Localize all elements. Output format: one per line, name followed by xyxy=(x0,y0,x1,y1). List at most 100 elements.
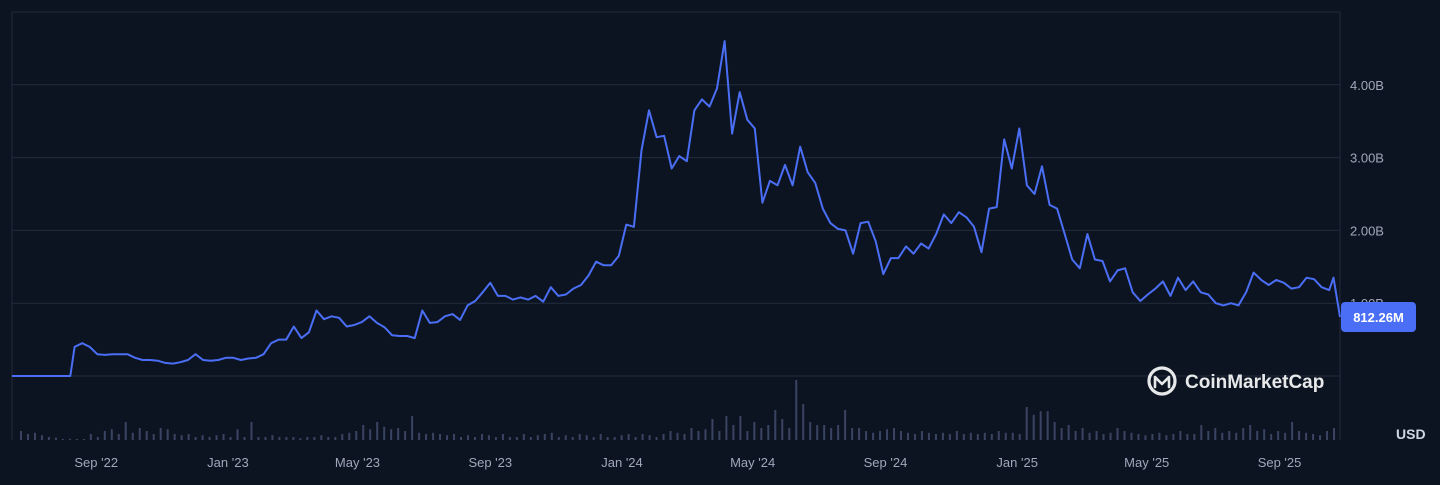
volume-bar xyxy=(830,428,833,440)
volume-bar xyxy=(1221,432,1224,440)
volume-bar xyxy=(341,434,344,440)
volume-bar xyxy=(983,432,986,440)
volume-bar xyxy=(879,431,882,440)
volume-bar xyxy=(362,425,365,440)
volume-bar xyxy=(634,437,637,440)
volume-bar xyxy=(906,432,909,440)
volume-bar xyxy=(900,431,902,440)
volume-bar xyxy=(404,431,407,440)
volume-bar xyxy=(1326,431,1329,440)
volume-bar xyxy=(1333,428,1336,440)
volume-bar xyxy=(599,434,602,440)
volume-bar xyxy=(1158,432,1161,440)
volume-bar xyxy=(278,437,281,440)
volume-bar xyxy=(47,437,50,440)
x-tick-label: Sep '22 xyxy=(74,455,118,470)
volume-bar xyxy=(257,437,260,440)
volume-bar xyxy=(613,437,616,440)
volume-bar xyxy=(1214,428,1217,440)
volume-bar xyxy=(809,422,812,440)
volume-bar xyxy=(1312,434,1315,440)
volume-bar xyxy=(1235,432,1238,440)
volume-bar xyxy=(767,425,770,440)
series-line xyxy=(12,40,1341,377)
volume-bar xyxy=(355,431,358,440)
volume-bar xyxy=(89,434,92,440)
volume-bar xyxy=(606,437,609,440)
volume-bar xyxy=(313,437,316,440)
volume-bar xyxy=(941,432,944,440)
volume-bar xyxy=(390,429,393,440)
volume-bar xyxy=(271,435,274,440)
volume-bar xyxy=(543,434,546,440)
volume-bar xyxy=(802,404,805,440)
volume-bar xyxy=(418,432,421,440)
volume-bar xyxy=(348,432,351,440)
volume-bar xyxy=(20,431,22,440)
volume-bar xyxy=(795,380,798,440)
volume-bar xyxy=(460,437,462,440)
volume-bar xyxy=(327,437,330,440)
volume-bar xyxy=(96,437,99,440)
volume-bar xyxy=(131,432,134,440)
x-tick-label: Jan '23 xyxy=(207,455,249,470)
volume-bar xyxy=(1018,434,1021,440)
volume-bar xyxy=(774,410,777,440)
volume-bar xyxy=(285,437,288,440)
volume-bar xyxy=(515,437,518,440)
volume-bar xyxy=(1109,432,1112,440)
volume-bar xyxy=(480,434,483,440)
volume-bar xyxy=(1102,434,1105,440)
volume-bars xyxy=(20,380,1336,440)
volume-bar xyxy=(75,439,78,440)
x-tick-label: May '23 xyxy=(335,455,380,470)
volume-bar xyxy=(152,434,155,440)
volume-bar xyxy=(1032,414,1035,440)
volume-bar xyxy=(166,429,169,440)
volume-bar xyxy=(299,438,302,440)
volume-bar xyxy=(955,431,958,440)
volume-bar xyxy=(711,419,714,440)
volume-bar xyxy=(473,437,476,440)
volume-bar xyxy=(557,437,560,440)
volume-bar xyxy=(969,432,972,440)
volume-bar xyxy=(194,437,197,440)
volume-bar xyxy=(1004,432,1007,440)
volume-bar xyxy=(334,437,337,440)
volume-bar xyxy=(585,435,588,440)
volume-bar xyxy=(781,419,784,440)
volume-bar xyxy=(725,416,728,440)
volume-bar xyxy=(550,432,553,440)
volume-bar xyxy=(1025,407,1028,440)
x-tick-label: Jan '25 xyxy=(996,455,1038,470)
volume-bar xyxy=(976,434,979,440)
volume-bar xyxy=(425,434,428,440)
volume-bar xyxy=(1053,422,1056,440)
volume-bar xyxy=(292,437,295,440)
volume-bar xyxy=(697,431,700,440)
volume-bar xyxy=(159,428,162,440)
coinmarketcap-watermark: CoinMarketCap xyxy=(1147,366,1324,396)
volume-bar xyxy=(1305,432,1308,440)
volume-bar xyxy=(1074,431,1077,440)
volume-bar xyxy=(501,434,504,440)
volume-bar xyxy=(683,434,686,440)
y-tick-label: 4.00B xyxy=(1350,78,1384,93)
volume-bar xyxy=(627,434,630,440)
volume-bar xyxy=(320,435,323,440)
volume-bar xyxy=(522,434,525,440)
volume-bar xyxy=(1284,432,1287,440)
volume-bar xyxy=(40,435,43,440)
y-tick-label: 2.00B xyxy=(1350,223,1384,238)
volume-bar xyxy=(1116,428,1119,440)
volume-bar xyxy=(222,434,225,440)
volume-bar xyxy=(1067,425,1070,440)
volume-bar xyxy=(837,425,840,440)
volume-bar xyxy=(844,410,847,440)
volume-bar xyxy=(704,429,707,440)
volume-bar xyxy=(732,425,735,440)
volume-bar xyxy=(264,437,267,440)
volume-bar xyxy=(746,431,749,440)
volume-bar xyxy=(306,437,309,440)
